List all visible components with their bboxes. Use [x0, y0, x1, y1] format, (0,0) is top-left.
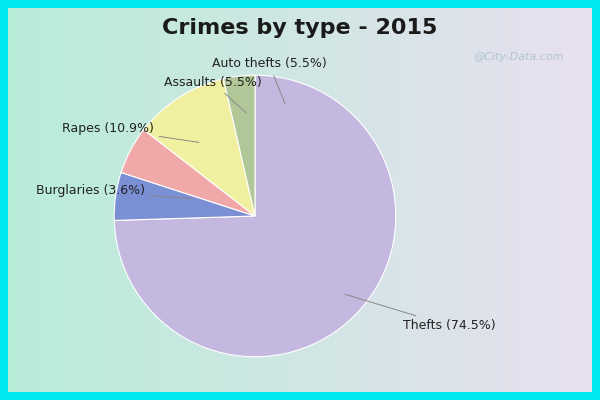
Text: Auto thefts (5.5%): Auto thefts (5.5%) [212, 58, 326, 104]
Wedge shape [144, 79, 255, 216]
Wedge shape [114, 172, 255, 220]
Text: Crimes by type - 2015: Crimes by type - 2015 [163, 18, 437, 38]
Wedge shape [121, 130, 255, 216]
Wedge shape [223, 75, 255, 216]
Text: Rapes (10.9%): Rapes (10.9%) [62, 122, 199, 142]
Text: Burglaries (3.6%): Burglaries (3.6%) [36, 184, 193, 199]
Text: @City-Data.com: @City-Data.com [473, 52, 564, 62]
Text: Assaults (5.5%): Assaults (5.5%) [164, 76, 262, 113]
Text: Thefts (74.5%): Thefts (74.5%) [345, 294, 496, 332]
Wedge shape [114, 75, 396, 357]
